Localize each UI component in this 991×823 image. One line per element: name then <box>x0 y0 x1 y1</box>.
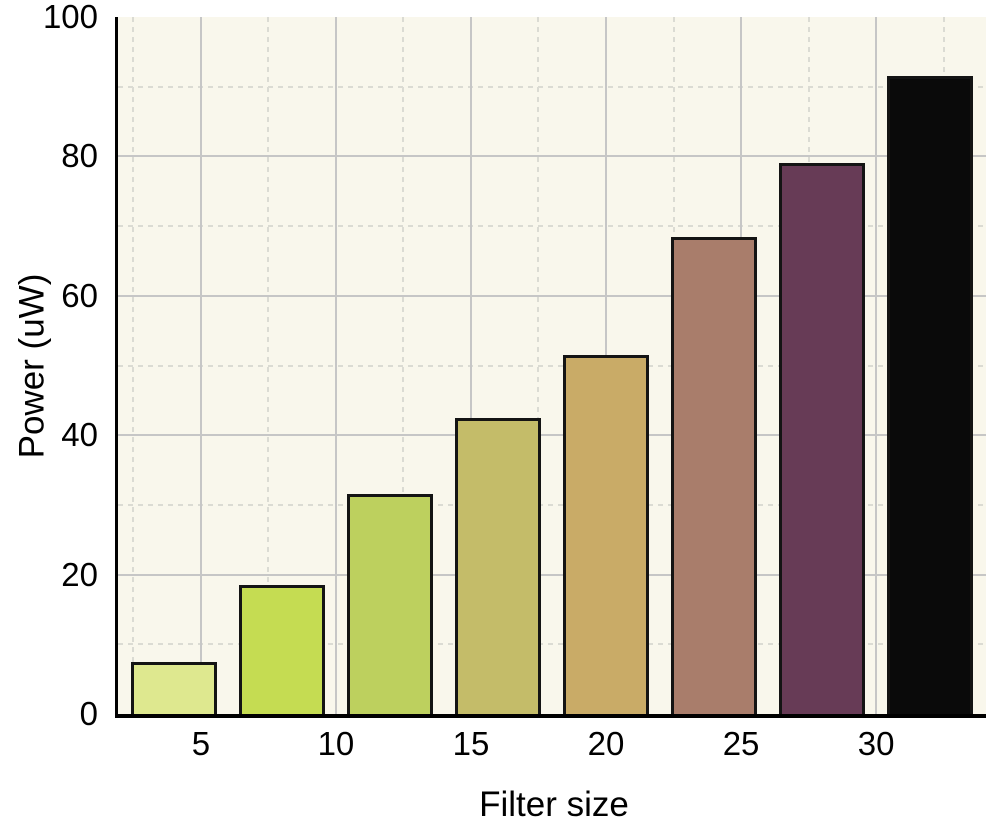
bar <box>562 355 650 714</box>
x-tick-label: 20 <box>587 725 625 762</box>
plot-area <box>115 17 986 718</box>
y-tick-label: 0 <box>79 695 98 732</box>
bar <box>670 236 758 714</box>
x-tick-label: 25 <box>722 725 760 762</box>
y-tick-label: 80 <box>61 137 98 175</box>
y-tick-label: 20 <box>61 555 98 593</box>
bar <box>130 661 218 714</box>
horizontal-major-gridline <box>118 155 986 158</box>
bar <box>778 163 866 714</box>
y-tick-label: 60 <box>61 276 98 314</box>
y-tick-label: 40 <box>61 416 98 454</box>
x-axis-title: Filter size <box>479 785 629 823</box>
bar <box>238 585 326 714</box>
x-tick-label: 15 <box>452 725 490 762</box>
vertical-major-gridline <box>199 17 202 714</box>
vertical-minor-gridline <box>132 17 135 714</box>
bar <box>346 494 434 714</box>
bar <box>454 417 542 714</box>
horizontal-minor-gridline <box>118 85 986 88</box>
y-tick-label: 100 <box>42 0 98 35</box>
vertical-major-gridline <box>875 17 878 714</box>
x-tick-label: 5 <box>191 725 211 762</box>
vertical-major-gridline <box>334 17 337 714</box>
x-tick-label: 30 <box>857 725 895 762</box>
y-axis-title: Power (uW) <box>12 273 52 459</box>
bar <box>886 76 974 714</box>
x-tick-label: 10 <box>317 725 355 762</box>
